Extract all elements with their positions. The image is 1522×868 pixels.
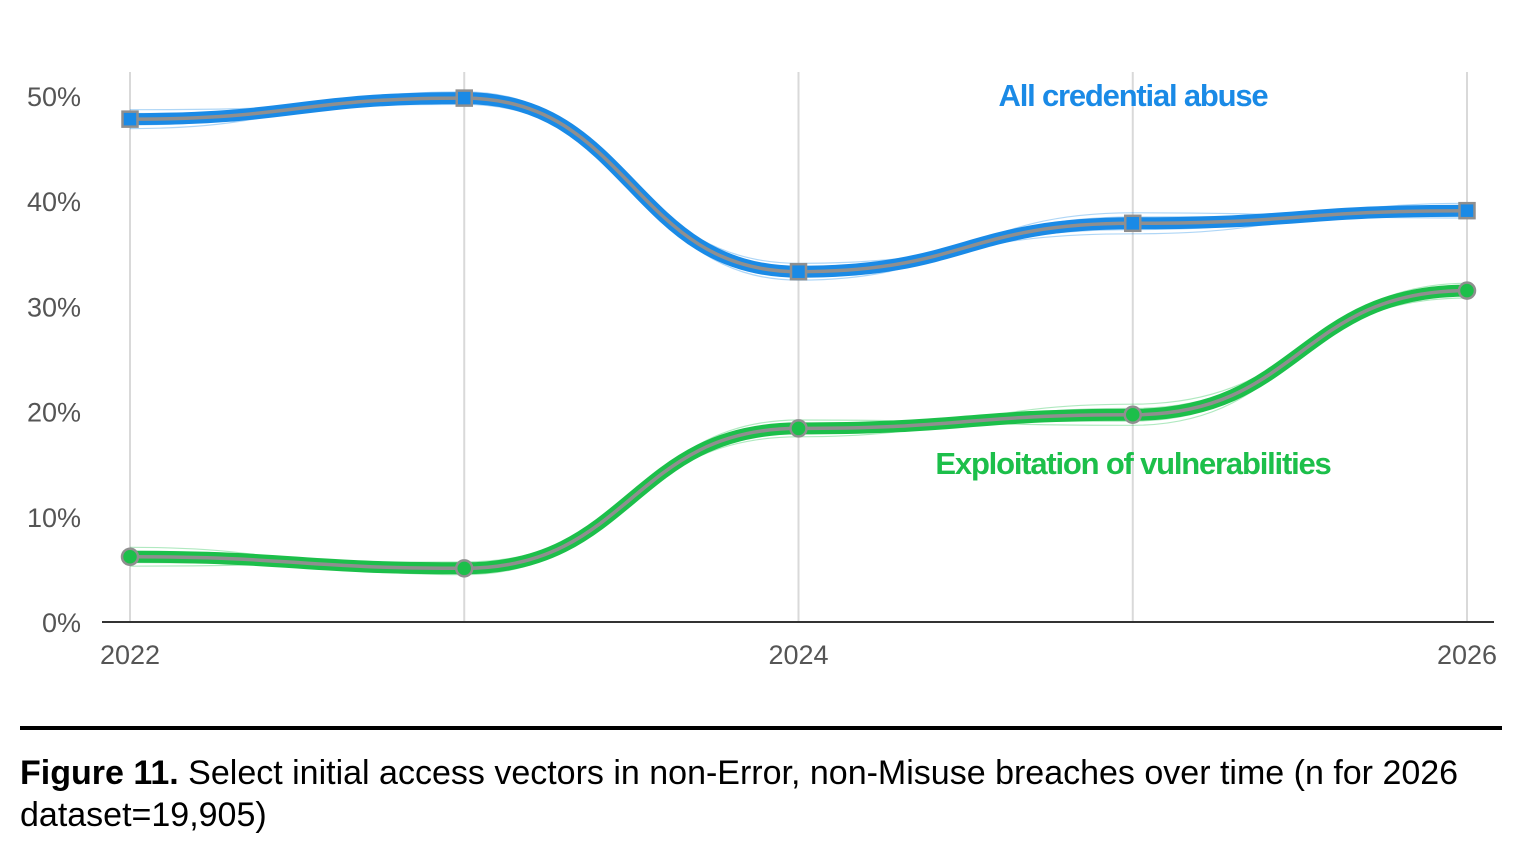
x-tick-label: 2026	[1437, 640, 1497, 670]
x-tick-labels: 2022 2024 2026	[100, 640, 1497, 670]
data-point	[1457, 281, 1477, 300]
caption-divider	[20, 726, 1502, 730]
data-point	[455, 89, 473, 107]
series-line	[129, 96, 1468, 274]
figure-caption: Figure 11. Select initial access vectors…	[20, 752, 1502, 836]
figure-caption-text: Select initial access vectors in non-Err…	[20, 754, 1459, 834]
data-point	[1123, 405, 1142, 425]
data-point	[789, 419, 808, 438]
series-labels: All credential abuse Exploitation of vuln…	[935, 78, 1331, 481]
data-point	[789, 262, 808, 281]
x-tick-label: 2024	[768, 640, 828, 670]
data-point	[1124, 214, 1142, 233]
data-point	[455, 559, 474, 578]
series-label: Exploitation of vulnerabilities	[935, 446, 1330, 481]
data-point	[120, 547, 140, 567]
grid-lines	[129, 72, 1468, 622]
x-tick-label: 2022	[100, 640, 160, 670]
y-tick-label: 50%	[27, 82, 81, 112]
series-lines	[120, 89, 1477, 578]
y-tick-labels: 0% 10% 20% 30% 40% 50%	[27, 82, 81, 638]
y-tick-label: 30%	[27, 292, 81, 322]
y-tick-label: 40%	[27, 187, 81, 217]
y-tick-label: 0%	[42, 608, 81, 638]
figure-label: Figure 11.	[20, 754, 179, 792]
y-tick-label: 20%	[27, 398, 81, 428]
data-point	[1458, 201, 1476, 220]
y-tick-label: 10%	[27, 503, 81, 533]
line-chart: 0% 10% 20% 30% 40% 50% 2022 2024 2026 All crede…	[27, 72, 1497, 670]
data-point	[121, 110, 139, 128]
series-label: All credential abuse	[999, 78, 1269, 113]
